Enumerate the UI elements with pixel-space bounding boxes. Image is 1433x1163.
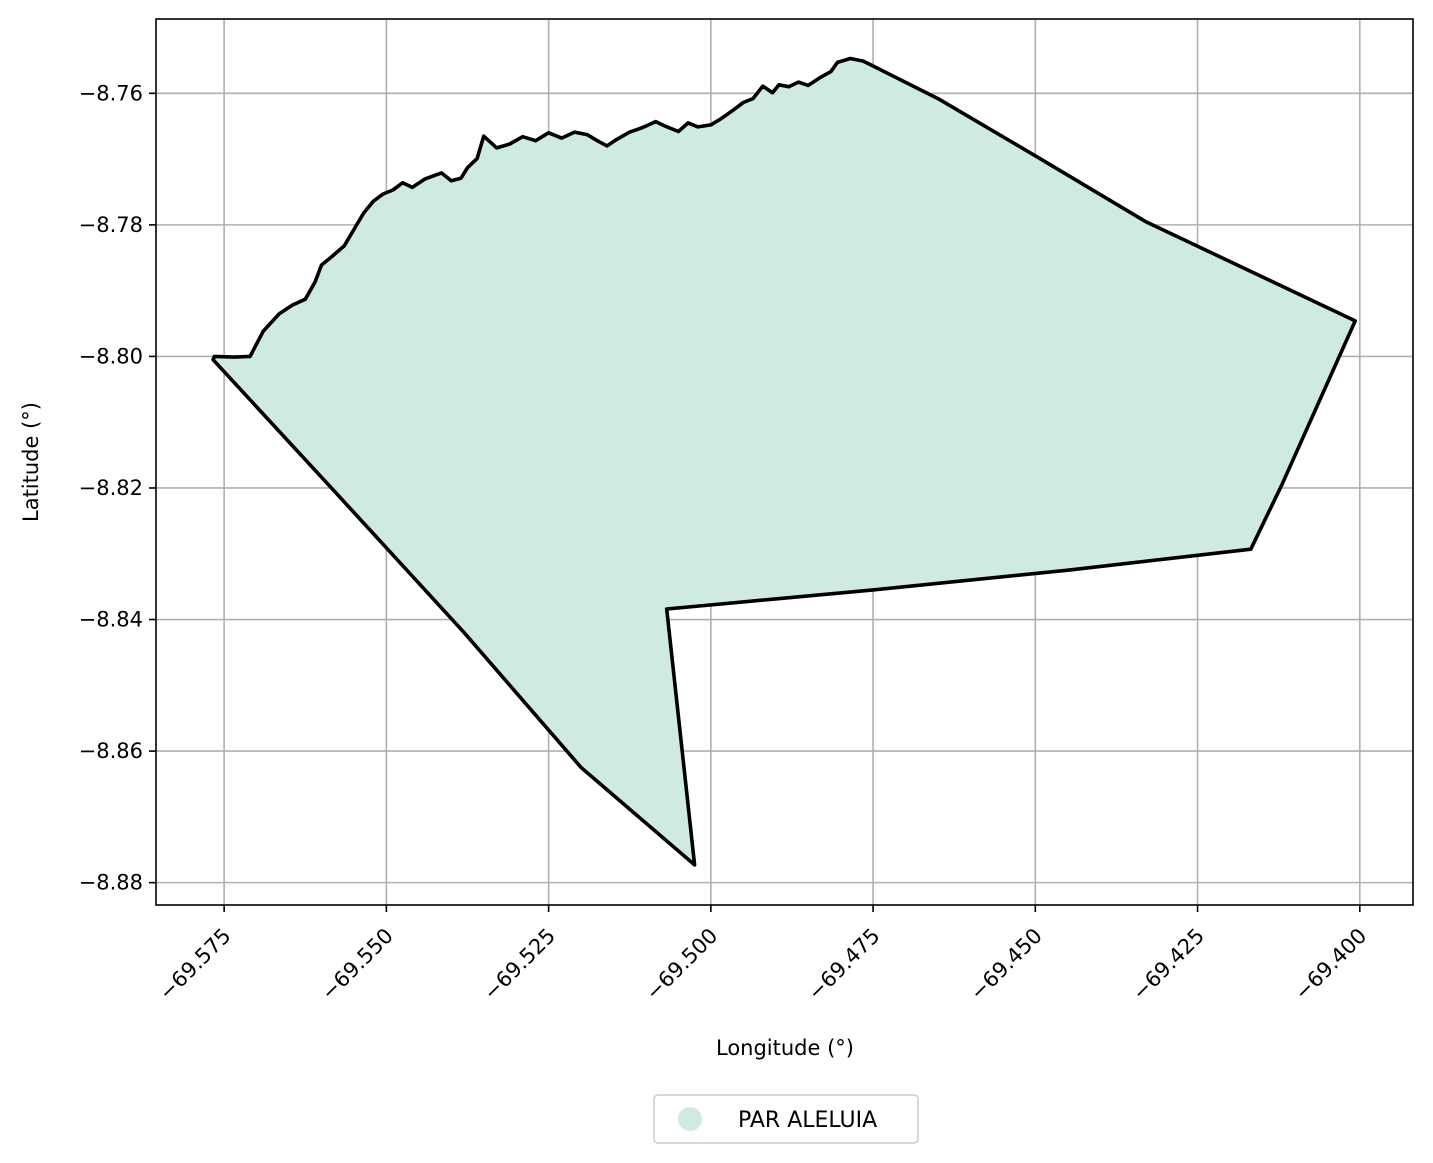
x-tick-label: −69.500	[641, 924, 722, 1005]
x-tick-label: −69.550	[317, 924, 398, 1005]
x-axis-label: Longitude (°)	[716, 1036, 854, 1060]
y-axis-label: Latitude (°)	[19, 402, 43, 522]
y-tick-label: −8.80	[79, 344, 143, 368]
x-tick-label: −69.575	[154, 924, 235, 1005]
y-tick-label: −8.88	[79, 871, 143, 895]
legend: PAR ALELUIA	[653, 1094, 919, 1144]
plot-frame	[155, 18, 1414, 906]
x-tick-label: −69.450	[965, 924, 1046, 1005]
x-tick-label: −69.475	[803, 924, 884, 1005]
x-tick-label: −69.525	[479, 924, 560, 1005]
y-tick-label: −8.82	[79, 476, 143, 500]
y-tick-label: −8.84	[79, 608, 143, 632]
region-polygon	[211, 56, 1357, 867]
regions	[211, 56, 1357, 867]
x-tick-label: −69.425	[1128, 924, 1209, 1005]
y-axis: −8.76 −8.78 −8.80 −8.82 −8.84 −8.86 −8.88	[79, 81, 156, 895]
y-tick-label: −8.78	[79, 213, 143, 237]
x-tick-label: −69.400	[1290, 924, 1371, 1005]
y-tick-label: −8.76	[79, 81, 143, 105]
legend-frame	[653, 1094, 919, 1144]
legend-marker	[678, 1107, 702, 1131]
legend-label: PAR ALELUIA	[738, 1108, 877, 1133]
x-axis: −69.575 −69.550 −69.525 −69.500 −69.475 −69.4…	[154, 905, 1371, 1005]
y-tick-label: −8.86	[79, 739, 143, 763]
